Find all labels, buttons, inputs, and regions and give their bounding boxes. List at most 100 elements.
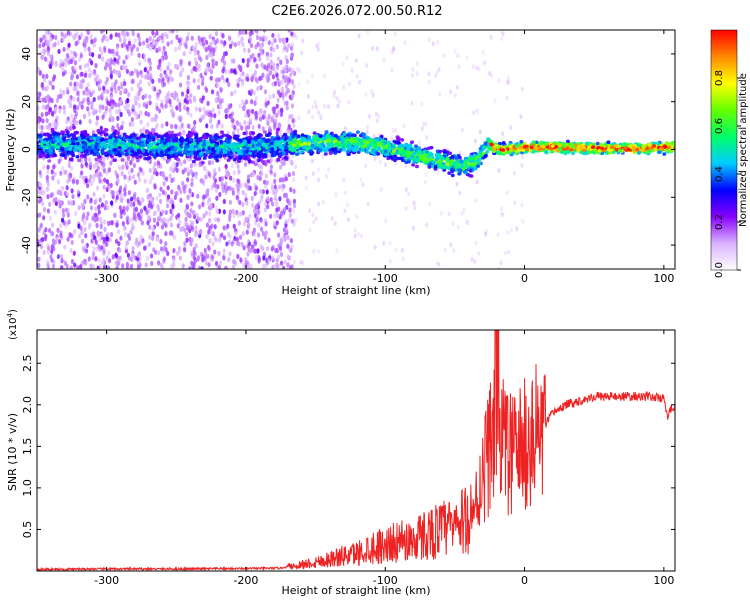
spectrogram-noise-cell	[275, 201, 279, 207]
spectrogram-noise-cell	[165, 203, 170, 209]
spectrogram-noise-cell	[136, 32, 140, 38]
spectrogram-noise-cell	[70, 239, 74, 246]
spectrogram-noise-cell	[169, 222, 174, 228]
spectrogram-band-cell	[565, 139, 570, 144]
spectrogram-noise-cell	[92, 108, 97, 114]
spectrogram-noise-cell	[400, 247, 404, 253]
spectrogram-noise-cell	[321, 154, 325, 160]
spectrogram-noise-cell	[90, 181, 94, 187]
spectrogram-noise-cell	[53, 42, 57, 48]
spectrogram-noise-cell	[98, 171, 102, 177]
spectrogram-noise-cell	[275, 103, 279, 109]
spectrogram-noise-cell	[175, 34, 179, 40]
spectrogram-noise-cell	[191, 44, 195, 50]
spectrogram-noise-cell	[172, 260, 176, 266]
spectrogram-noise-cell	[104, 80, 108, 86]
spectrogram-noise-cell	[301, 38, 305, 44]
spectrogram-noise-cell	[250, 75, 254, 82]
spectrogram-noise-cell	[506, 75, 510, 81]
spectrogram-noise-cell	[390, 134, 394, 140]
spectrogram-noise-cell	[283, 100, 287, 106]
spectrogram-noise-cell	[207, 244, 211, 251]
spectrogram-noise-cell	[37, 95, 41, 102]
spectrogram-noise-cell	[269, 213, 273, 219]
spectrogram-noise-cell	[37, 104, 40, 110]
spectrogram-noise-cell	[272, 189, 276, 195]
spectrogram-noise-cell	[493, 98, 497, 104]
spectrogram-noise-cell	[59, 88, 63, 94]
spectrogram-band-cell	[226, 158, 231, 162]
spectrogram-noise-cell	[37, 118, 41, 124]
spectrogram-noise-cell	[69, 265, 73, 269]
spectrogram-noise-cell	[254, 255, 259, 261]
spectrogram-noise-cell	[246, 109, 250, 115]
spectrogram-noise-cell	[174, 123, 178, 130]
spectrogram-noise-cell	[272, 220, 277, 226]
spectrogram-noise-cell	[271, 264, 275, 269]
spectrogram-noise-cell	[295, 66, 299, 72]
spectrogram-noise-cell	[186, 123, 191, 129]
spectrogram-noise-cell	[118, 37, 122, 43]
spectrogram-noise-cell	[50, 248, 54, 254]
spectrogram-noise-cell	[37, 67, 40, 73]
spectrogram-noise-cell	[201, 95, 205, 101]
spectrogram-noise-cell	[137, 102, 141, 109]
spectrogram-noise-cell	[83, 38, 87, 44]
spectrogram-noise-cell	[67, 163, 71, 169]
spectrogram-noise-cell	[290, 103, 295, 109]
spectrogram-noise-cell	[284, 83, 289, 89]
spectrogram-noise-cell	[183, 97, 187, 104]
spectrogram-noise-cell	[59, 253, 64, 260]
spectrogram-band-cell	[191, 159, 196, 164]
spectrogram-noise-cell	[48, 201, 52, 207]
spectrogram-noise-cell	[208, 34, 212, 40]
spectrogram-noise-cell	[141, 127, 145, 133]
spectrogram-noise-cell	[275, 220, 279, 226]
spectrogram-noise-cell	[317, 201, 321, 207]
spectrogram-noise-cell	[254, 77, 258, 83]
spectrogram-noise-cell	[205, 123, 209, 129]
spectrogram-noise-cell	[283, 259, 287, 265]
spectrogram-noise-cell	[262, 255, 266, 261]
spectrogram-noise-cell	[96, 185, 100, 191]
spectrogram-noise-cell	[190, 201, 194, 207]
spectrogram-noise-cell	[76, 96, 80, 102]
spectrogram-noise-cell	[279, 59, 283, 65]
spectrogram-noise-cell	[290, 31, 294, 37]
spectrogram-noise-cell	[127, 40, 131, 46]
spectrogram-noise-cell	[135, 114, 139, 120]
spectrogram-noise-cell	[238, 103, 242, 109]
spectrogram-noise-cell	[139, 234, 143, 240]
spectrogram-noise-cell	[236, 178, 240, 184]
spectrogram-noise-cell	[222, 255, 226, 261]
spectrogram-noise-cell	[155, 47, 159, 54]
spectrogram-band-cell	[293, 129, 298, 134]
spectrogram-noise-cell	[80, 229, 84, 236]
spectrogram-noise-cell	[138, 41, 142, 47]
spectrogram-noise-cell	[139, 110, 143, 116]
spectrogram-noise-cell	[52, 259, 56, 265]
spectrogram-noise-cell	[259, 85, 263, 91]
spectrogram-noise-cell	[373, 156, 377, 161]
spectrogram-noise-cell	[224, 181, 228, 187]
spectrogram-noise-cell	[121, 164, 125, 170]
spectrogram-noise-cell	[318, 112, 322, 118]
spectrogram-noise-cell	[114, 238, 119, 244]
spectrogram-noise-cell	[48, 215, 52, 221]
spectrogram-noise-cell	[407, 191, 411, 197]
spectrogram-noise-cell	[357, 231, 361, 237]
spectrogram-noise-cell	[220, 123, 224, 129]
spectrogram-noise-cell	[124, 231, 128, 238]
spectrogram-noise-cell	[289, 159, 293, 165]
spectrogram-noise-cell	[118, 205, 122, 211]
spectrogram-noise-cell	[67, 42, 71, 48]
spectrogram-noise-cell	[107, 185, 111, 191]
spectrogram-noise-cell	[311, 114, 315, 120]
spectrogram-noise-cell	[228, 199, 232, 205]
spectrogram-noise-cell	[273, 122, 277, 129]
spectrogram-noise-cell	[67, 200, 71, 206]
spectrogram-noise-cell	[345, 55, 349, 60]
spectrogram-noise-cell	[239, 72, 243, 78]
spectrogram-noise-cell	[66, 191, 70, 197]
spectrogram-noise-cell	[200, 80, 205, 87]
